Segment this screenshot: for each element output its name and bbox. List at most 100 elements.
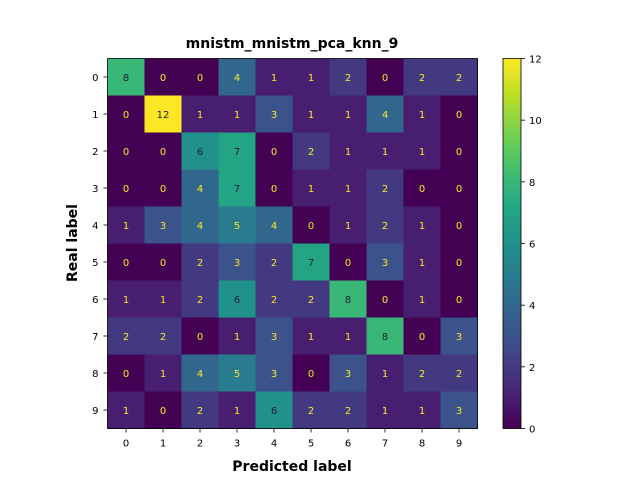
cell-value-label: 0 (345, 258, 351, 269)
heatmap-cell (218, 95, 256, 133)
x-tick-label: 8 (419, 439, 425, 450)
heatmap-cell (440, 317, 478, 355)
heatmap-cell (329, 58, 367, 96)
cell-value-label: 1 (419, 258, 425, 269)
x-tick-label: 2 (197, 439, 203, 450)
x-tick-label: 0 (123, 439, 129, 450)
heatmap-cell (329, 132, 367, 170)
cell-value-label: 1 (234, 406, 240, 417)
colorbar: 0 2 4 6 8 10 12 (502, 55, 542, 436)
heatmap-cell (403, 317, 441, 355)
cell-value-label: 2 (271, 258, 277, 269)
cell-value-label: 4 (197, 184, 203, 195)
cell-value-label: 6 (234, 295, 240, 306)
heatmap-cell (366, 391, 404, 429)
cell-value-label: 4 (197, 221, 203, 232)
cell-value-label: 1 (345, 110, 351, 121)
heatmap-cell (107, 280, 145, 318)
heatmap-cell (292, 280, 330, 318)
y-tick-label: 0 (92, 73, 98, 84)
cell-value-label: 0 (123, 369, 129, 380)
cell-value-label: 0 (123, 258, 129, 269)
y-tick-label: 3 (92, 184, 98, 195)
heatmap-cell (181, 280, 219, 318)
heatmap-cell (255, 95, 293, 133)
cell-value-label: 2 (197, 258, 203, 269)
heatmap-cell (181, 169, 219, 207)
heatmap-cell (366, 317, 404, 355)
cell-value-label: 1 (160, 369, 166, 380)
y-axis-title: Real label (65, 204, 81, 282)
heatmap-cell (255, 58, 293, 96)
heatmap-cell (144, 317, 182, 355)
cell-value-label: 4 (234, 73, 240, 84)
cell-value-label: 1 (419, 295, 425, 306)
heatmap-cell (403, 280, 441, 318)
chart-title: mnistm_mnistm_pca_knn_9 (186, 36, 399, 52)
heatmap-cell (366, 132, 404, 170)
y-tick-label: 7 (92, 332, 98, 343)
cell-value-label: 12 (157, 110, 170, 121)
heatmap-cell (292, 317, 330, 355)
x-axis-title: Predicted label (232, 459, 351, 475)
cell-value-label: 0 (160, 73, 166, 84)
heatmap-cell (107, 58, 145, 96)
heatmap-cell (329, 243, 367, 281)
cell-value-label: 8 (382, 332, 388, 343)
heatmap-cell (329, 317, 367, 355)
cell-value-label: 1 (234, 332, 240, 343)
cell-value-label: 2 (345, 73, 351, 84)
cell-value-label: 8 (345, 295, 351, 306)
cell-value-label: 1 (382, 406, 388, 417)
heatmap-cell (218, 243, 256, 281)
cell-value-label: 0 (382, 73, 388, 84)
cell-value-label: 3 (271, 369, 277, 380)
x-tick-label: 9 (456, 439, 462, 450)
cell-value-label: 0 (160, 147, 166, 158)
cell-value-label: 0 (308, 221, 314, 232)
heatmap-cell (329, 206, 367, 244)
cell-value-label: 0 (419, 184, 425, 195)
heatmap-cell (329, 354, 367, 392)
heatmap-cell (440, 58, 478, 96)
heatmap-cell (255, 169, 293, 207)
cell-value-label: 1 (197, 110, 203, 121)
cell-value-label: 2 (308, 295, 314, 306)
heatmap-cell (144, 354, 182, 392)
y-tick-label: 6 (92, 295, 98, 306)
cell-value-label: 0 (197, 73, 203, 84)
cell-value-label: 1 (308, 73, 314, 84)
heatmap-cell (218, 280, 256, 318)
cell-value-label: 1 (234, 110, 240, 121)
heatmap-cell (292, 132, 330, 170)
heatmap-cell (255, 206, 293, 244)
cell-value-label: 2 (197, 406, 203, 417)
cell-value-label: 2 (456, 73, 462, 84)
cell-value-label: 1 (345, 147, 351, 158)
heatmap-cell (403, 206, 441, 244)
cell-value-label: 2 (271, 295, 277, 306)
heatmap-cell (218, 132, 256, 170)
cell-value-label: 0 (271, 184, 277, 195)
cell-value-label: 7 (234, 184, 240, 195)
heatmap-cell (440, 132, 478, 170)
heatmap-cell (218, 354, 256, 392)
heatmap-cell (181, 132, 219, 170)
heatmap-cell (403, 169, 441, 207)
heatmap-cell (181, 391, 219, 429)
cell-value-label: 1 (345, 184, 351, 195)
cell-value-label: 3 (271, 332, 277, 343)
heatmap-cell (292, 354, 330, 392)
cell-value-label: 0 (160, 258, 166, 269)
cell-value-label: 0 (123, 110, 129, 121)
cell-value-label: 6 (271, 406, 277, 417)
cell-value-label: 3 (456, 332, 462, 343)
heatmap-cell (440, 169, 478, 207)
heatmap-cell (366, 206, 404, 244)
heatmap-cell (181, 95, 219, 133)
cell-value-label: 0 (123, 147, 129, 158)
cell-value-label: 3 (456, 406, 462, 417)
cell-value-label: 1 (345, 221, 351, 232)
cell-value-label: 2 (160, 332, 166, 343)
